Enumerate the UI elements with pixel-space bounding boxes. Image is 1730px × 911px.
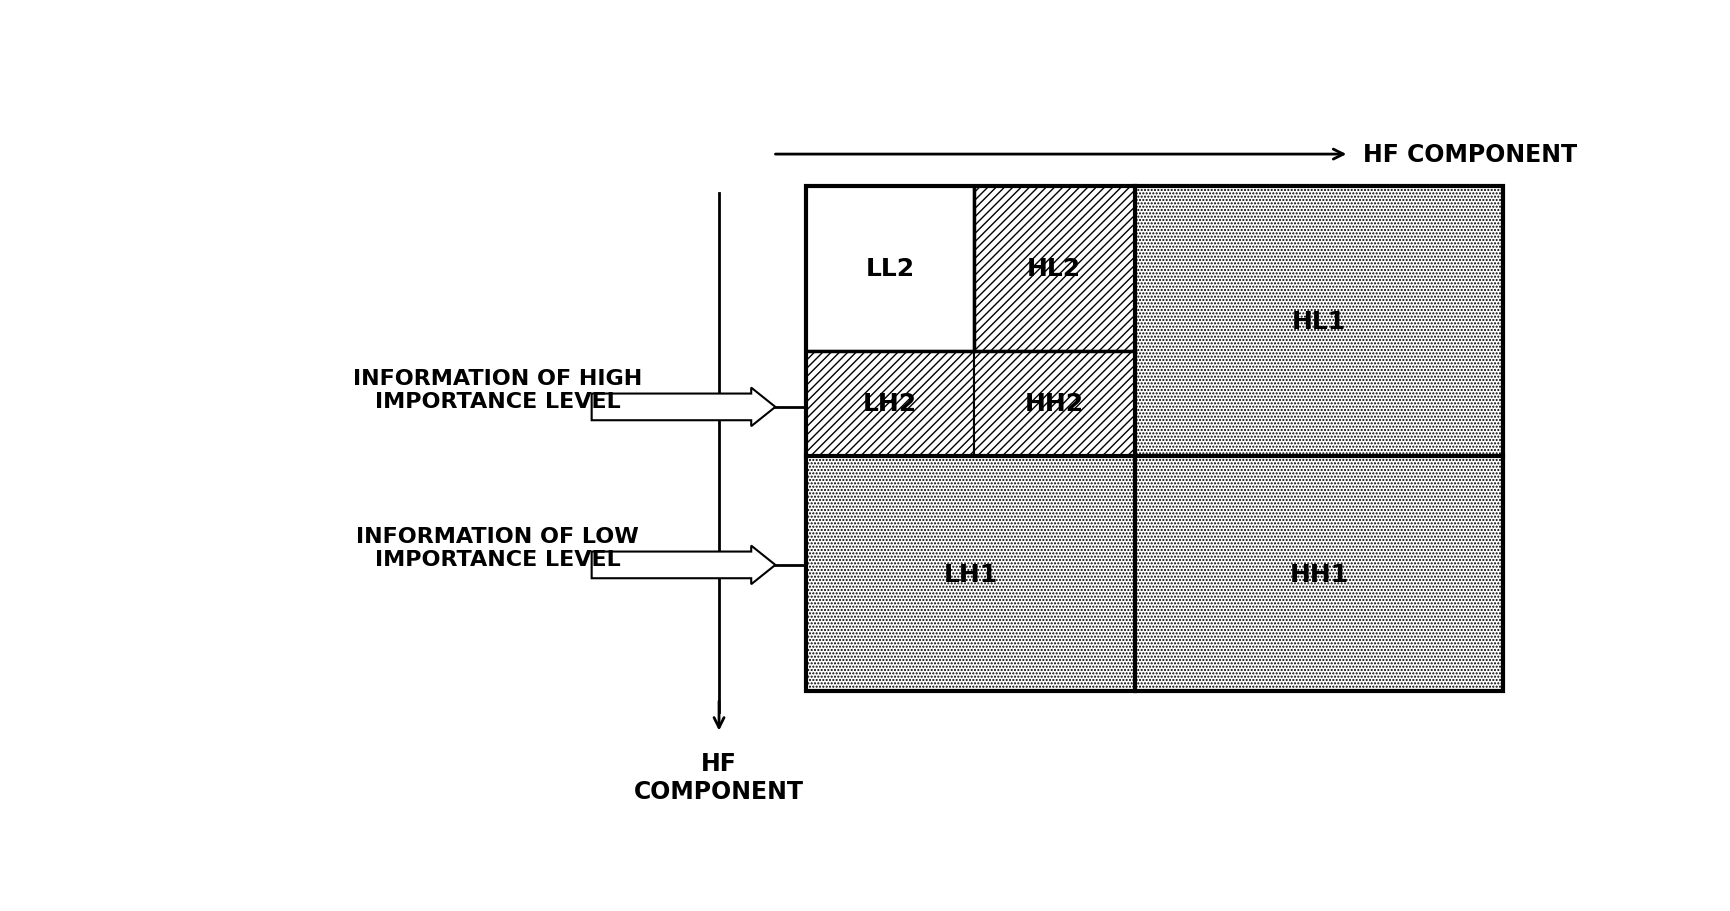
- Text: LH1: LH1: [943, 562, 998, 586]
- Bar: [1135, 187, 1503, 456]
- Text: HH1: HH1: [1289, 562, 1349, 586]
- Bar: [806, 187, 974, 352]
- Text: INFORMATION OF HIGH
IMPORTANCE LEVEL: INFORMATION OF HIGH IMPORTANCE LEVEL: [353, 368, 642, 412]
- FancyArrow shape: [592, 546, 775, 585]
- Text: INFORMATION OF LOW
IMPORTANCE LEVEL: INFORMATION OF LOW IMPORTANCE LEVEL: [356, 527, 638, 569]
- Text: LL2: LL2: [865, 257, 915, 281]
- Bar: [974, 187, 1135, 352]
- Bar: [806, 352, 974, 456]
- Text: HF
COMPONENT: HF COMPONENT: [633, 752, 804, 803]
- Text: LH2: LH2: [863, 392, 917, 416]
- FancyArrow shape: [592, 388, 775, 426]
- Bar: [974, 352, 1135, 456]
- Text: HF COMPONENT: HF COMPONENT: [1363, 143, 1576, 167]
- Bar: [806, 187, 1503, 691]
- Text: HH2: HH2: [1024, 392, 1083, 416]
- Text: HL2: HL2: [1028, 257, 1081, 281]
- Text: HL1: HL1: [1292, 310, 1346, 333]
- Bar: [806, 456, 1135, 691]
- Bar: [1135, 456, 1503, 691]
